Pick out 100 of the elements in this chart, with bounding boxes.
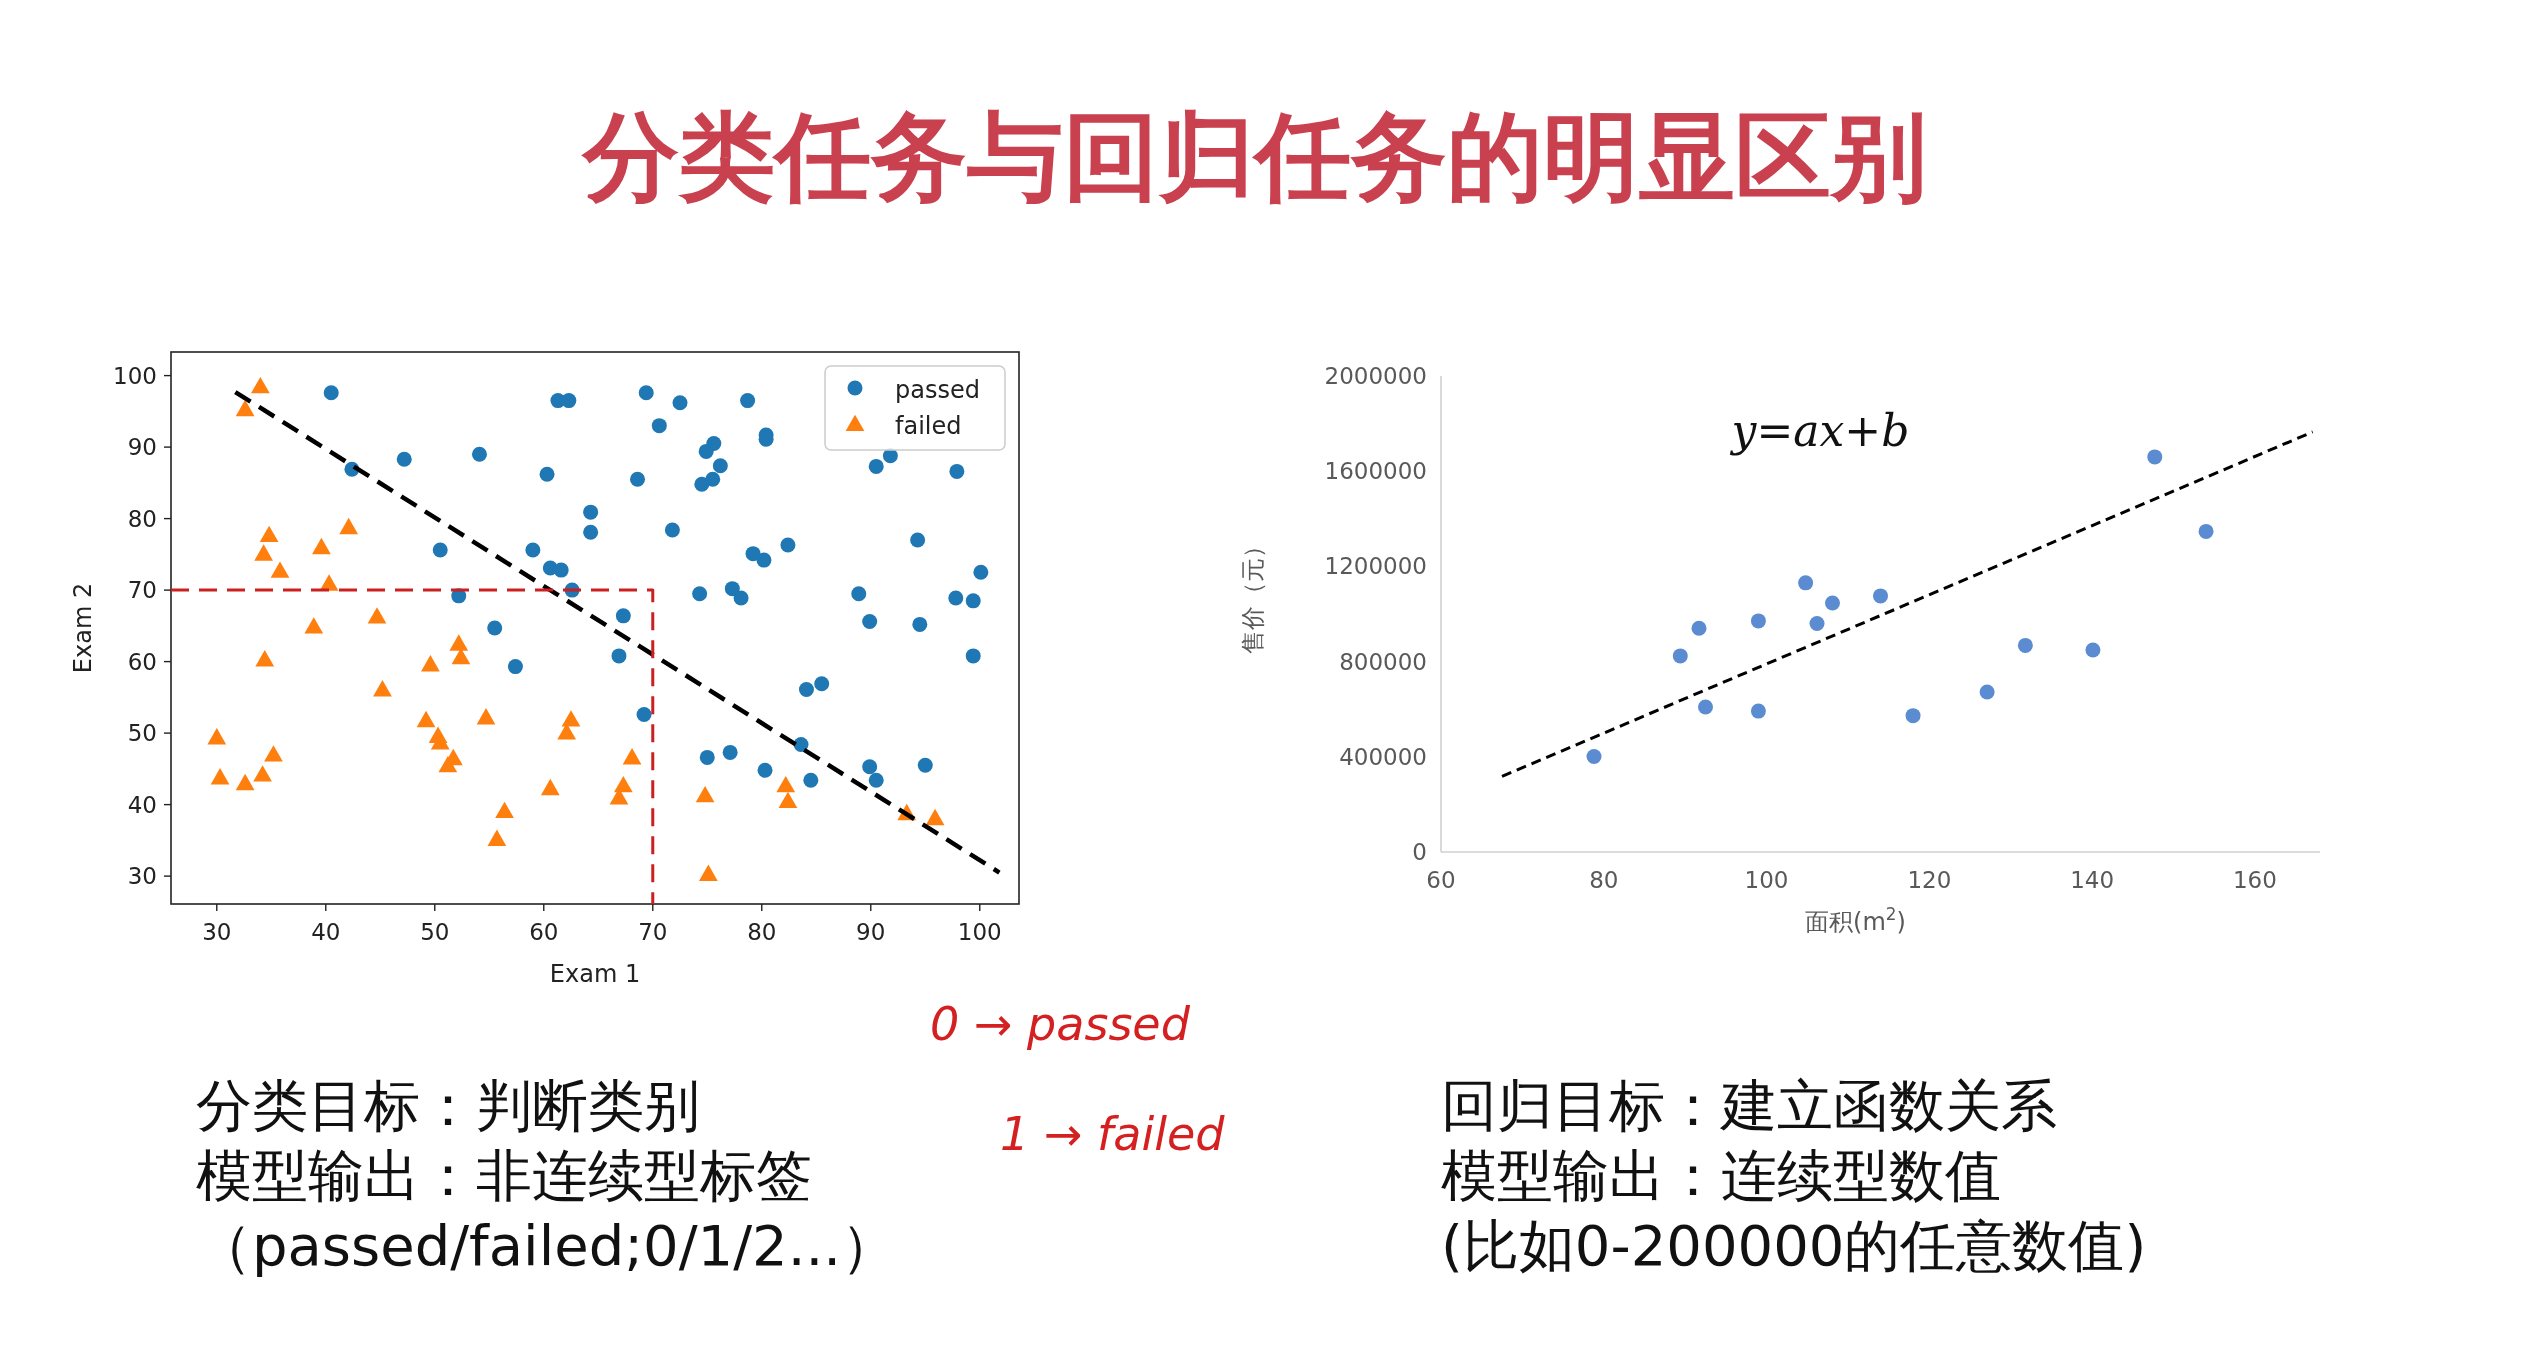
point — [803, 772, 819, 788]
point — [1979, 684, 1995, 700]
point — [253, 765, 272, 782]
point — [1691, 620, 1707, 636]
point — [862, 614, 878, 630]
point — [910, 532, 926, 548]
point — [724, 581, 740, 597]
point — [917, 757, 933, 773]
point — [756, 552, 772, 568]
point — [2147, 449, 2163, 465]
point — [965, 593, 981, 609]
legend-label: passed — [895, 376, 980, 404]
point — [210, 768, 230, 785]
point — [207, 728, 227, 745]
text: 分类目标：判断类别 — [196, 1073, 700, 1138]
point — [862, 759, 878, 775]
point — [339, 517, 359, 535]
point — [495, 801, 514, 819]
point — [651, 418, 667, 434]
point — [712, 458, 728, 474]
point — [630, 471, 646, 487]
point — [638, 385, 654, 401]
x-axis-title: 面积(m$^{2}$) — [1805, 904, 1906, 936]
point — [449, 634, 469, 651]
point — [507, 659, 523, 675]
point — [1698, 699, 1714, 715]
point — [722, 744, 738, 760]
point — [611, 648, 627, 664]
text: 模型输出：非连续型标签 — [196, 1143, 812, 1208]
point — [757, 762, 773, 778]
point — [780, 537, 796, 553]
point — [432, 542, 448, 558]
point — [1824, 595, 1840, 611]
annotation: y=ax+b — [1729, 405, 1910, 456]
y-axis-title: Exam 2 — [69, 582, 97, 674]
point — [672, 395, 688, 411]
point — [396, 451, 412, 467]
text: （passed/failed;0/1/2...） — [196, 1213, 898, 1278]
point — [912, 616, 928, 632]
point — [868, 458, 884, 474]
point — [695, 785, 715, 803]
point — [1672, 648, 1688, 664]
point — [1873, 588, 1888, 604]
text: 回归目标：建立函数关系 — [1441, 1073, 2057, 1138]
point — [745, 546, 761, 562]
point — [698, 864, 718, 881]
point — [1750, 613, 1766, 629]
point — [323, 385, 339, 401]
point — [259, 525, 279, 543]
point — [949, 463, 965, 479]
point — [471, 446, 487, 462]
text: (比如0-200000的任意数值) — [1441, 1213, 2147, 1278]
point — [583, 504, 599, 520]
point — [636, 707, 652, 723]
point — [539, 466, 555, 482]
point — [270, 561, 290, 578]
point — [304, 617, 324, 634]
point — [451, 647, 471, 665]
point — [2198, 523, 2214, 539]
point — [312, 537, 331, 555]
x-axis-title: Exam 1 — [549, 960, 641, 988]
point — [776, 775, 796, 793]
point — [525, 542, 541, 558]
point — [367, 607, 387, 624]
point — [705, 471, 721, 487]
point — [235, 773, 255, 791]
point — [561, 710, 581, 727]
point — [778, 791, 798, 809]
point — [851, 586, 867, 602]
point — [476, 708, 496, 725]
y-axis-title: 售价（元） — [1239, 534, 1267, 654]
point — [664, 522, 680, 538]
point — [706, 436, 722, 452]
point — [438, 755, 458, 773]
point — [613, 775, 633, 793]
text: 0 → passed — [930, 997, 1191, 1051]
point — [973, 564, 989, 580]
point — [1750, 703, 1766, 719]
point — [1798, 575, 1814, 591]
point — [2017, 637, 2033, 653]
point — [254, 544, 274, 561]
point — [255, 650, 275, 667]
text: 1 → failed — [1000, 1107, 1226, 1161]
point — [373, 680, 392, 697]
point — [235, 399, 255, 417]
point — [925, 808, 945, 826]
point — [421, 655, 440, 672]
point — [553, 562, 569, 578]
legend-label: failed — [895, 412, 962, 440]
point — [733, 590, 749, 606]
point — [540, 778, 560, 796]
text: 模型输出：连续型数值 — [1441, 1143, 2001, 1208]
point — [948, 590, 964, 606]
point — [740, 393, 756, 409]
point — [699, 749, 715, 765]
point — [615, 608, 631, 624]
point — [251, 376, 270, 394]
point — [965, 648, 981, 664]
point — [622, 748, 642, 765]
point — [264, 745, 283, 762]
